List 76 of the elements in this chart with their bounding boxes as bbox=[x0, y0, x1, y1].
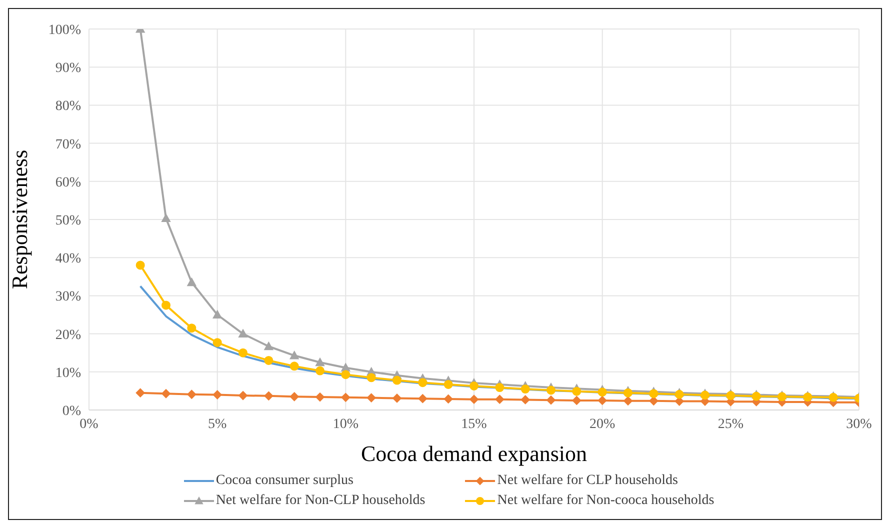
x-tick-label: 0% bbox=[80, 416, 99, 432]
y-tick-label: 100% bbox=[48, 22, 82, 38]
point bbox=[572, 386, 582, 396]
point bbox=[136, 388, 145, 398]
point bbox=[341, 370, 350, 380]
point bbox=[341, 392, 350, 402]
point bbox=[290, 362, 299, 371]
x-tick-label: 5% bbox=[208, 416, 227, 432]
point bbox=[212, 390, 222, 400]
y-axis-title: Responsiveness bbox=[6, 150, 32, 290]
y-tick-label: 10% bbox=[55, 366, 82, 381]
point bbox=[264, 356, 274, 365]
point bbox=[470, 394, 478, 404]
point bbox=[495, 394, 504, 404]
point bbox=[238, 348, 248, 358]
point bbox=[264, 342, 274, 350]
point bbox=[520, 395, 530, 404]
point bbox=[238, 329, 248, 338]
x-tick-label: 30% bbox=[846, 416, 872, 432]
y-tick-label: 50% bbox=[55, 213, 82, 228]
point bbox=[162, 214, 170, 222]
point bbox=[418, 394, 428, 404]
point bbox=[136, 260, 145, 270]
point bbox=[598, 396, 607, 405]
point bbox=[624, 388, 632, 398]
point bbox=[470, 381, 478, 390]
x-tick-label: 25% bbox=[718, 416, 744, 432]
point bbox=[444, 380, 453, 389]
y-tick-label: 30% bbox=[55, 290, 82, 305]
point bbox=[212, 338, 222, 348]
point bbox=[316, 392, 324, 402]
point bbox=[264, 391, 274, 400]
point bbox=[187, 278, 196, 286]
point bbox=[162, 389, 170, 398]
y-tick-label: 20% bbox=[55, 328, 82, 343]
point bbox=[418, 378, 428, 388]
point bbox=[238, 391, 248, 400]
x-tick-label: 20% bbox=[589, 416, 616, 432]
point bbox=[520, 384, 530, 394]
point bbox=[392, 394, 402, 403]
x-tick-label: 10% bbox=[332, 416, 359, 432]
point bbox=[290, 392, 299, 402]
point bbox=[341, 363, 350, 372]
point bbox=[162, 300, 170, 310]
y-tick-label: 90% bbox=[55, 61, 82, 76]
point bbox=[649, 389, 658, 398]
point bbox=[700, 390, 710, 400]
point bbox=[546, 396, 556, 405]
point bbox=[752, 392, 761, 401]
y-tick-label: 70% bbox=[55, 137, 82, 152]
point bbox=[187, 390, 196, 399]
point bbox=[187, 324, 196, 333]
y-tick-label: 40% bbox=[55, 252, 82, 267]
point bbox=[546, 386, 556, 395]
point bbox=[598, 388, 607, 397]
point bbox=[392, 376, 402, 385]
point bbox=[444, 394, 453, 404]
legend-label: Net welfare for Non-cooca households bbox=[497, 493, 714, 509]
point bbox=[624, 396, 632, 406]
legend-label: Cocoa consumer surplus bbox=[216, 473, 354, 489]
point bbox=[572, 396, 582, 405]
point bbox=[366, 373, 376, 382]
point bbox=[290, 351, 299, 360]
legend-label: Net welfare for CLP households bbox=[497, 473, 678, 489]
point bbox=[212, 310, 222, 318]
y-tick-label: 0% bbox=[62, 404, 82, 419]
y-tick-label: 80% bbox=[55, 99, 82, 114]
y-tick-label: 60% bbox=[55, 175, 82, 190]
x-axis-title: Cocoa demand expansion bbox=[360, 441, 588, 466]
point bbox=[366, 393, 376, 402]
point bbox=[316, 358, 324, 366]
legend-label: Net welfare for Non-CLP households bbox=[216, 493, 426, 509]
point bbox=[726, 391, 736, 400]
point bbox=[495, 383, 504, 392]
x-tick-label: 15% bbox=[461, 416, 488, 432]
point bbox=[316, 366, 324, 376]
